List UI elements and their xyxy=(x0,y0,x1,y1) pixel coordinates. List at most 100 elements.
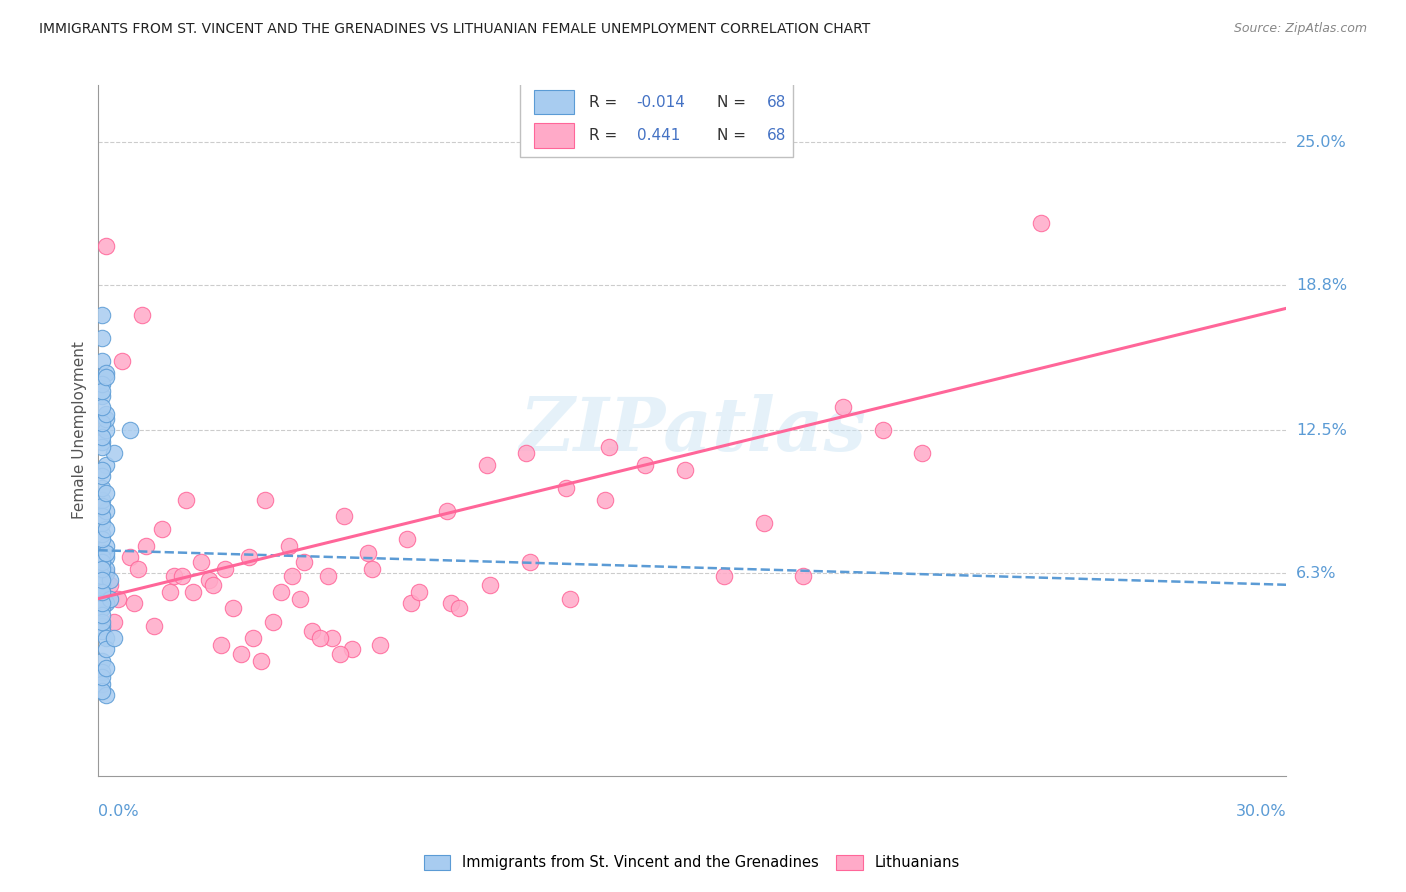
Bar xyxy=(520,83,793,157)
Point xyxy=(292,555,315,569)
Point xyxy=(249,654,271,668)
Point xyxy=(96,458,118,472)
Point xyxy=(98,578,121,592)
Point xyxy=(713,568,735,582)
Point xyxy=(91,417,114,431)
Point xyxy=(142,619,165,633)
Point xyxy=(792,568,814,582)
Point xyxy=(519,555,541,569)
Point xyxy=(96,366,118,380)
Point xyxy=(91,615,114,629)
Point xyxy=(91,677,114,691)
Point xyxy=(96,370,118,384)
Text: R =: R = xyxy=(589,95,623,110)
Point xyxy=(91,562,114,576)
Text: N =: N = xyxy=(717,95,751,110)
Point xyxy=(229,647,252,661)
Legend: Immigrants from St. Vincent and the Grenadines, Lithuanians: Immigrants from St. Vincent and the Gren… xyxy=(418,848,966,876)
Text: 0.441: 0.441 xyxy=(637,128,681,143)
Point xyxy=(120,424,142,438)
Text: 68: 68 xyxy=(768,128,787,143)
Point xyxy=(401,596,423,610)
Point xyxy=(277,539,299,553)
Point xyxy=(107,591,129,606)
Point xyxy=(91,573,114,587)
Point xyxy=(103,631,125,645)
Point xyxy=(408,584,430,599)
Point xyxy=(475,458,498,472)
Point xyxy=(127,562,149,576)
Text: -0.014: -0.014 xyxy=(637,95,686,110)
Text: IMMIGRANTS FROM ST. VINCENT AND THE GRENADINES VS LITHUANIAN FEMALE UNEMPLOYMENT: IMMIGRANTS FROM ST. VINCENT AND THE GREN… xyxy=(39,22,870,37)
Y-axis label: Female Unemployment: Female Unemployment xyxy=(72,342,87,519)
Point xyxy=(91,562,114,576)
Point xyxy=(281,568,304,582)
Point xyxy=(515,446,537,460)
Point xyxy=(872,424,894,438)
Point xyxy=(242,631,264,645)
Point xyxy=(91,440,114,454)
Point xyxy=(96,412,118,426)
Point xyxy=(832,401,855,415)
Point xyxy=(253,492,276,507)
Point xyxy=(91,545,114,559)
Point xyxy=(91,354,114,368)
Point xyxy=(96,239,118,253)
Text: ZIPatlas: ZIPatlas xyxy=(519,394,866,467)
Point xyxy=(91,654,114,668)
Point xyxy=(202,578,225,592)
Point xyxy=(360,562,382,576)
Point xyxy=(91,568,114,582)
Text: 12.5%: 12.5% xyxy=(1296,423,1347,438)
Bar xyxy=(534,89,574,114)
Point xyxy=(301,624,323,638)
Point xyxy=(96,562,118,576)
Point xyxy=(91,624,114,638)
Point xyxy=(91,619,114,633)
Point xyxy=(91,434,114,449)
Point xyxy=(911,446,934,460)
Point xyxy=(131,308,153,322)
Point xyxy=(91,573,114,587)
Point xyxy=(558,591,581,606)
Point xyxy=(96,485,118,500)
Point xyxy=(91,578,114,592)
Point xyxy=(163,568,186,582)
Point xyxy=(440,596,463,610)
Point xyxy=(96,539,118,553)
Point xyxy=(91,670,114,684)
Point xyxy=(91,555,114,569)
Point xyxy=(91,607,114,622)
Text: 68: 68 xyxy=(768,95,787,110)
Point xyxy=(91,500,114,514)
Text: 0.0%: 0.0% xyxy=(98,804,139,819)
Point xyxy=(98,573,121,587)
Point xyxy=(183,584,205,599)
Point xyxy=(91,401,114,415)
Point xyxy=(96,550,118,565)
Point xyxy=(174,492,197,507)
Point xyxy=(96,523,118,537)
Point xyxy=(91,430,114,444)
Point xyxy=(150,523,173,537)
Point xyxy=(598,440,620,454)
Point xyxy=(91,462,114,476)
Point xyxy=(91,584,114,599)
Text: 6.3%: 6.3% xyxy=(1296,566,1337,581)
Point xyxy=(98,591,121,606)
Point xyxy=(122,596,145,610)
Point xyxy=(91,384,114,399)
Point xyxy=(96,689,118,703)
Text: 25.0%: 25.0% xyxy=(1296,135,1347,150)
Point xyxy=(368,638,391,652)
Point xyxy=(96,424,118,438)
Point xyxy=(91,492,114,507)
Point xyxy=(91,508,114,523)
Point xyxy=(270,584,292,599)
Point xyxy=(198,573,221,587)
Point xyxy=(238,550,260,565)
Point xyxy=(340,642,363,657)
Point xyxy=(91,584,114,599)
Point xyxy=(96,545,118,559)
Bar xyxy=(534,123,574,148)
